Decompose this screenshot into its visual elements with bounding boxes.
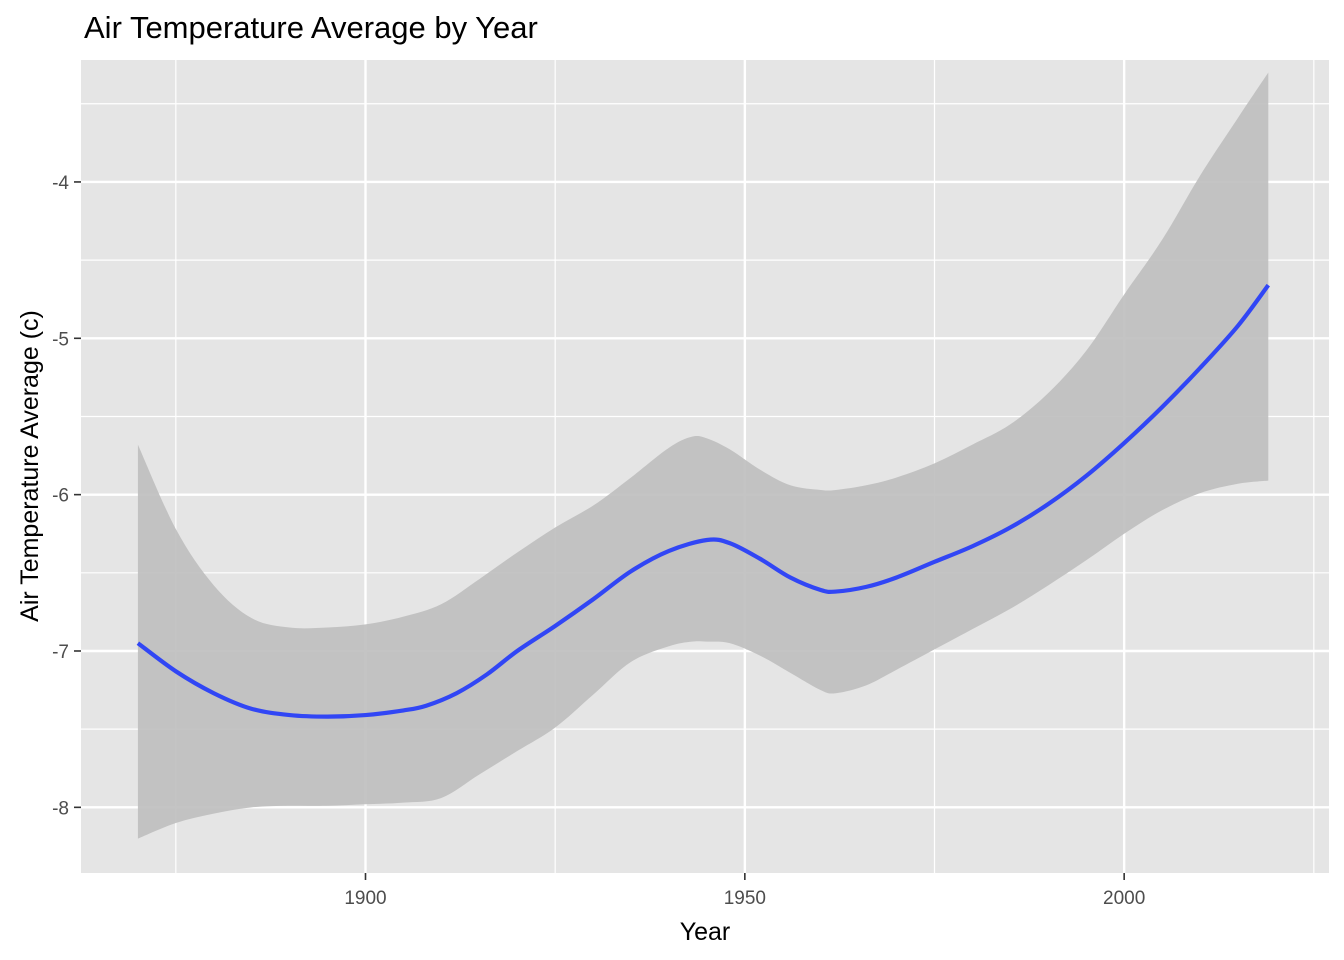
smooth-line: [136, 283, 1270, 719]
y-axis-title: Air Temperature Average (c): [16, 310, 44, 622]
x-axis-title: Year: [680, 918, 731, 946]
x-tick-label-0: 1900: [344, 888, 386, 909]
y-tick-label-2: -6: [52, 486, 69, 507]
chart-title: Air Temperature Average by Year: [84, 10, 538, 45]
smooth-line-layer: [136, 283, 1270, 719]
y-axis: -8 -7 -6 -5 -4: [52, 173, 81, 819]
y-tick-label-3: -5: [52, 329, 69, 350]
confidence-band-layer: [137, 72, 1269, 839]
y-tick-label-4: -4: [52, 173, 69, 194]
x-tick-label-1: 1950: [724, 888, 766, 909]
confidence-band: [137, 72, 1269, 839]
x-tick-label-2: 2000: [1103, 888, 1145, 909]
x-axis: 1900 1950 2000: [344, 873, 1145, 909]
y-tick-label-1: -7: [52, 642, 69, 663]
y-tick-label-0: -8: [52, 798, 69, 819]
